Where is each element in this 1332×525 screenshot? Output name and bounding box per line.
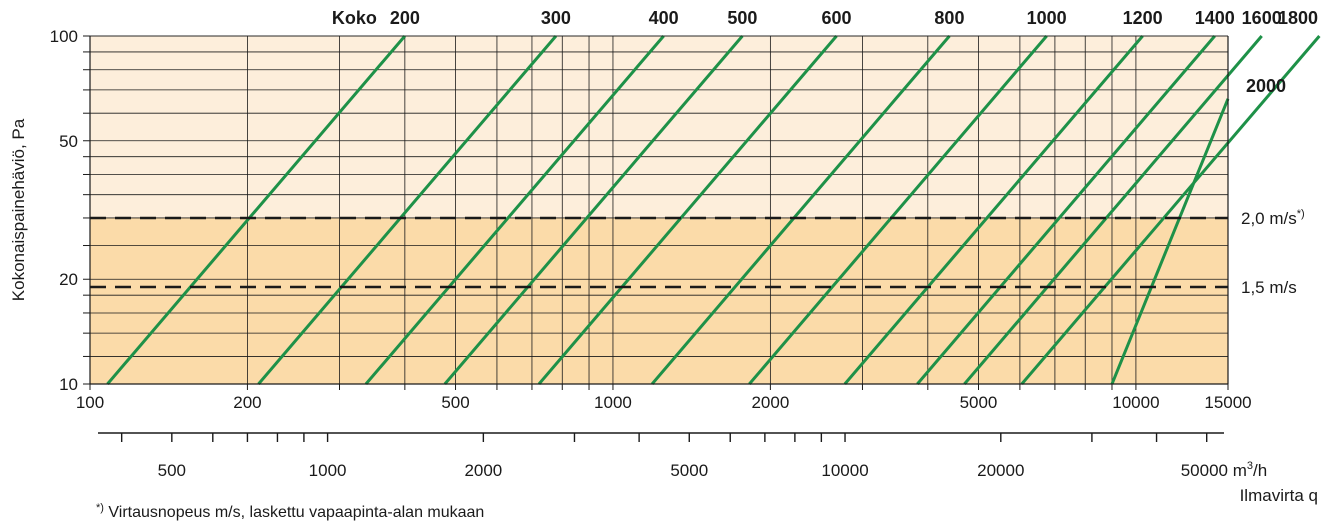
size-label-1400: 1400 <box>1195 8 1235 28</box>
size-label-400: 400 <box>649 8 679 28</box>
size-label-1200: 1200 <box>1123 8 1163 28</box>
x-bottom-last-label: 50000 m3/h <box>1181 460 1267 480</box>
x-bottom-tick-label: 1000 <box>309 461 347 480</box>
plot-frame <box>89 35 1229 385</box>
series-line-600 <box>537 35 838 385</box>
x-axis-bottom: 500 1000 2000 5000 10000 20000 50000 m3/h <box>98 432 1267 480</box>
size-label-200: 200 <box>390 8 420 28</box>
series-line-500 <box>443 35 744 385</box>
series-line-2000 <box>1110 98 1230 385</box>
y-axis-label: Kokonaispainehäviö, Pa <box>9 118 28 301</box>
upper-band <box>90 36 1228 218</box>
x-axis-label: Ilmavirta q <box>1240 486 1318 505</box>
x-top-tick-label: 2000 <box>751 393 789 412</box>
x-top-tick-label: 5000 <box>960 393 998 412</box>
footnote: *) Virtausnopeus m/s, laskettu vapaapint… <box>96 502 484 521</box>
size-lines <box>106 35 1321 385</box>
size-label-800: 800 <box>934 8 964 28</box>
x-bottom-tick-label: 20000 <box>977 461 1024 480</box>
x-top-tick-label: 10000 <box>1112 393 1159 412</box>
x-bottom-tick-label: 5000 <box>670 461 708 480</box>
x-axis-top: 100 200 500 1000 2000 5000 10000 15000 <box>76 384 1252 412</box>
x-bottom-tick-label: 2000 <box>464 461 502 480</box>
y-tick-label: 100 <box>50 27 78 46</box>
y-tick-label: 50 <box>59 132 78 151</box>
series-line-300 <box>257 35 558 385</box>
y-axis: 10 20 50 100 <box>50 27 90 394</box>
size-label-500: 500 <box>727 8 757 28</box>
series-line-1800 <box>1020 35 1321 385</box>
x-top-tick-label: 500 <box>441 393 469 412</box>
size-label-1600: 1600 <box>1242 8 1282 28</box>
x-bottom-tick-label: 500 <box>158 461 186 480</box>
size-label-600: 600 <box>821 8 851 28</box>
y-tick-label: 10 <box>59 375 78 394</box>
series-line-1200 <box>843 35 1144 385</box>
series-line-400 <box>364 35 665 385</box>
size-label-1000: 1000 <box>1027 8 1067 28</box>
series-line-1600 <box>963 35 1263 385</box>
x-bottom-tick-label: 10000 <box>821 461 868 480</box>
x-top-tick-label: 15000 <box>1204 393 1251 412</box>
size-prefix-label: Koko <box>332 8 377 28</box>
size-label-1800: 1800 <box>1278 8 1318 28</box>
series-line-800 <box>650 35 951 385</box>
velocity-reference-lines: 2,0 m/s*) 1,5 m/s <box>90 208 1305 297</box>
velocity-label-0: 2,0 m/s*) <box>1241 208 1305 228</box>
x-top-tick-label: 1000 <box>594 393 632 412</box>
x-top-tick-label: 100 <box>76 393 104 412</box>
size-label-300: 300 <box>541 8 571 28</box>
series-line-1000 <box>748 35 1048 385</box>
size-label-2000: 2000 <box>1246 76 1286 96</box>
axis-texts: Ilmavirta q Kokonaispainehäviö, Pa *) Virt… <box>9 118 1318 521</box>
series-line-200 <box>106 35 406 385</box>
series-line-1400 <box>916 35 1216 385</box>
background-bands <box>90 36 1228 384</box>
y-tick-label: 20 <box>59 270 78 289</box>
x-top-tick-label: 200 <box>233 393 261 412</box>
velocity-label-1: 1,5 m/s <box>1241 278 1297 297</box>
